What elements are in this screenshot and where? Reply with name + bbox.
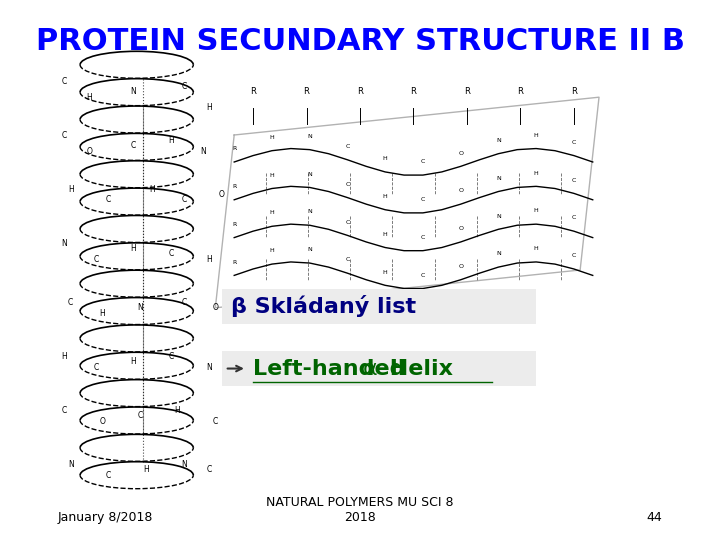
FancyBboxPatch shape xyxy=(222,351,536,386)
Text: H: H xyxy=(383,194,387,199)
Text: H: H xyxy=(383,156,387,161)
Text: C: C xyxy=(131,141,136,150)
Text: O: O xyxy=(86,147,92,156)
Text: H: H xyxy=(143,465,149,474)
Text: H: H xyxy=(534,246,539,251)
Text: R: R xyxy=(232,184,236,189)
Text: C: C xyxy=(168,352,174,361)
Text: N: N xyxy=(496,213,500,219)
Text: H: H xyxy=(99,309,105,318)
Text: R: R xyxy=(232,222,236,227)
Text: N: N xyxy=(307,172,312,177)
Text: R: R xyxy=(410,87,416,96)
Text: C: C xyxy=(420,197,425,202)
Text: H: H xyxy=(383,232,387,237)
Text: R: R xyxy=(518,87,523,96)
Text: O: O xyxy=(458,151,463,156)
Text: H: H xyxy=(206,255,212,264)
Text: O: O xyxy=(458,264,463,269)
Text: H: H xyxy=(175,406,181,415)
Text: N: N xyxy=(137,303,143,312)
Text: H: H xyxy=(131,357,136,366)
Text: H: H xyxy=(68,185,73,193)
Text: C: C xyxy=(106,471,111,480)
Text: H: H xyxy=(269,248,274,253)
Text: C: C xyxy=(68,298,73,307)
Text: 44: 44 xyxy=(646,511,662,524)
Text: H: H xyxy=(168,136,174,145)
Text: Left-handed: Left-handed xyxy=(253,359,413,379)
Text: C: C xyxy=(420,159,425,164)
Text: R: R xyxy=(571,87,577,96)
Text: C: C xyxy=(138,411,143,420)
Text: O: O xyxy=(458,226,463,231)
Text: N: N xyxy=(131,87,136,96)
Text: R: R xyxy=(304,87,310,96)
Text: N: N xyxy=(68,460,73,469)
Text: N: N xyxy=(496,138,500,143)
Text: C: C xyxy=(168,249,174,258)
Text: O: O xyxy=(212,303,218,312)
Text: H: H xyxy=(269,135,274,140)
Text: H: H xyxy=(383,269,387,274)
Text: H: H xyxy=(534,208,539,213)
Text: C: C xyxy=(420,273,425,278)
Text: H: H xyxy=(150,185,156,193)
Text: N: N xyxy=(307,210,312,214)
Text: N: N xyxy=(307,134,312,139)
Text: C: C xyxy=(93,363,99,372)
Text: H: H xyxy=(269,173,274,178)
Text: H: H xyxy=(534,171,539,176)
Text: C: C xyxy=(62,77,67,85)
Text: C: C xyxy=(572,178,576,183)
Text: H: H xyxy=(534,133,539,138)
Text: C: C xyxy=(93,255,99,264)
Text: C: C xyxy=(62,131,67,139)
Text: R: R xyxy=(464,87,470,96)
Text: C: C xyxy=(181,195,186,204)
Text: C: C xyxy=(572,253,576,258)
Text: N: N xyxy=(181,460,186,469)
Text: O: O xyxy=(99,417,105,426)
Text: O: O xyxy=(458,188,463,193)
Text: C: C xyxy=(572,215,576,220)
Text: H: H xyxy=(206,104,212,112)
Text: January 8/2018: January 8/2018 xyxy=(58,511,153,524)
Text: H: H xyxy=(61,352,67,361)
Text: C: C xyxy=(106,195,111,204)
Text: C: C xyxy=(345,220,350,225)
Text: R: R xyxy=(357,87,363,96)
FancyBboxPatch shape xyxy=(222,289,536,324)
Text: R: R xyxy=(250,87,256,96)
Text: N: N xyxy=(206,363,212,372)
Text: α: α xyxy=(363,359,378,379)
Text: β Skládaný list: β Skládaný list xyxy=(231,295,416,318)
Text: N: N xyxy=(307,247,312,252)
Text: C: C xyxy=(345,182,350,187)
Text: PROTEIN SECUNDARY STRUCTURE II B: PROTEIN SECUNDARY STRUCTURE II B xyxy=(35,27,685,56)
Text: O: O xyxy=(219,190,225,199)
Text: C: C xyxy=(212,417,218,426)
Text: C: C xyxy=(207,465,212,474)
Text: H: H xyxy=(131,244,136,253)
Text: R: R xyxy=(232,146,236,151)
Text: C: C xyxy=(420,235,425,240)
Text: H: H xyxy=(86,93,92,102)
Text: Helix: Helix xyxy=(382,359,453,379)
Text: C: C xyxy=(345,144,350,149)
Text: N: N xyxy=(200,147,206,156)
Text: C: C xyxy=(181,82,186,91)
Text: C: C xyxy=(572,140,576,145)
Text: N: N xyxy=(496,251,500,256)
Text: C: C xyxy=(181,298,186,307)
Text: NATURAL POLYMERS MU SCI 8
2018: NATURAL POLYMERS MU SCI 8 2018 xyxy=(266,496,454,524)
Text: H: H xyxy=(269,211,274,215)
Text: N: N xyxy=(61,239,67,247)
Text: R: R xyxy=(232,260,236,265)
Text: C: C xyxy=(345,258,350,262)
Text: N: N xyxy=(496,176,500,181)
Text: C: C xyxy=(62,406,67,415)
